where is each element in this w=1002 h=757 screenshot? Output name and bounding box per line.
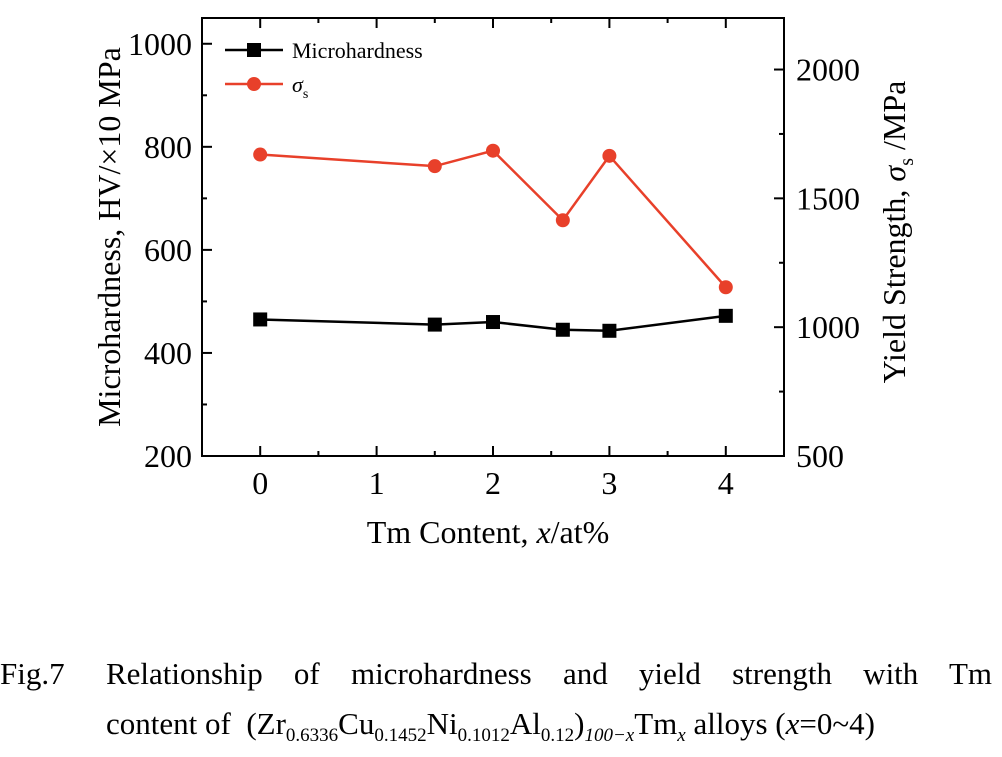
legend: Microhardness σs bbox=[225, 38, 423, 102]
y-right-tick-label: 500 bbox=[796, 438, 844, 474]
data-point-square bbox=[427, 317, 442, 332]
x-axis-title-var: x bbox=[535, 514, 550, 550]
series-line-0 bbox=[260, 314, 726, 333]
x-axis-title: Tm Content, x/at% bbox=[367, 514, 610, 550]
x-tick-label: 1 bbox=[369, 465, 385, 501]
x-tick-label: 0 bbox=[252, 465, 268, 501]
x-axis-title-prefix: Tm Content, bbox=[367, 514, 537, 550]
chart: 0 1 2 3 4 200 400 600 800 1000 500 1000 1500 2000 Mic… bbox=[91, 17, 918, 550]
plot-border bbox=[201, 17, 785, 457]
legend-marker-square bbox=[247, 43, 261, 57]
data-point-circle bbox=[555, 213, 570, 228]
y-right-tick-label: 1000 bbox=[796, 309, 860, 345]
alloy-formula: (Zr0.6336Cu0.1452Ni0.1012Al0.12)100−xTmx bbox=[238, 706, 686, 747]
x-tick-label: 3 bbox=[601, 465, 617, 501]
x-tick-label: 2 bbox=[485, 465, 501, 501]
data-point-circle bbox=[253, 147, 268, 162]
caption-text-1: Relationship of microhardness and yield … bbox=[106, 656, 992, 691]
series-line-1 bbox=[260, 149, 727, 289]
axis-ticks: 0 1 2 3 4 200 400 600 800 1000 500 1000 1500 2000 bbox=[128, 18, 860, 501]
data-point-circle bbox=[602, 148, 617, 163]
x-axis-title-suffix: /at% bbox=[551, 514, 610, 550]
legend-label-1: σs bbox=[292, 72, 308, 102]
data-point-square bbox=[486, 315, 500, 330]
data-point-circle bbox=[427, 159, 442, 174]
plot-frame bbox=[201, 17, 785, 457]
legend-label-0: Microhardness bbox=[292, 38, 423, 63]
data-point-circle bbox=[486, 143, 500, 158]
caption-line2-range: =0~4) bbox=[799, 706, 875, 741]
caption-line-2: content of (Zr0.6336Cu0.1452Ni0.1012Al0.… bbox=[106, 706, 875, 747]
y-axis-right-title-prefix: Yield Strength, bbox=[876, 182, 912, 384]
data-point-square bbox=[718, 308, 733, 323]
legend-marker-circle bbox=[247, 77, 261, 91]
y-right-tick-label: 2000 bbox=[796, 52, 860, 88]
series-layer bbox=[253, 143, 733, 338]
y-right-tick-label: 1500 bbox=[796, 180, 860, 216]
y-axis-right-title-symbol: σ bbox=[876, 165, 912, 182]
caption-line2-prefix: content of bbox=[106, 706, 231, 741]
data-point-circle bbox=[718, 280, 733, 295]
y-left-tick-label: 200 bbox=[144, 438, 192, 474]
y-axis-right-title-sub: s bbox=[896, 158, 918, 166]
y-left-tick-label: 600 bbox=[144, 232, 192, 268]
y-left-tick-label: 800 bbox=[144, 129, 192, 165]
data-point-square bbox=[253, 312, 268, 327]
y-left-tick-label: 1000 bbox=[128, 26, 192, 62]
x-tick-label: 4 bbox=[718, 465, 734, 501]
y-left-tick-label: 400 bbox=[144, 335, 192, 371]
data-point-square bbox=[602, 323, 617, 338]
y-axis-left-title: Microhardness, HV/×10 MPa bbox=[91, 47, 127, 427]
y-axis-right-title-suffix: /MPa bbox=[876, 81, 912, 158]
data-point-square bbox=[555, 322, 570, 337]
caption-line2-suffix: alloys ( bbox=[693, 706, 786, 741]
caption-var: x bbox=[785, 706, 800, 741]
caption-fig-label: Fig.7 bbox=[0, 656, 65, 691]
y-axis-right-title: Yield Strength, σs /MPa bbox=[876, 81, 918, 384]
